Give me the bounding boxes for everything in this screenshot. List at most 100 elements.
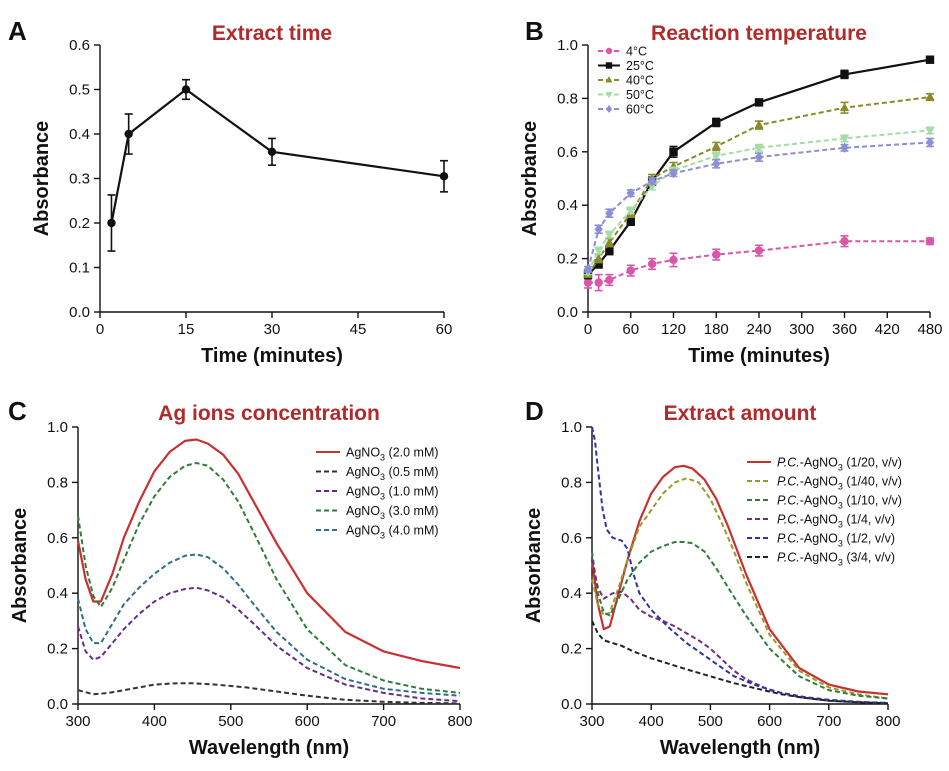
series-line xyxy=(591,541,889,700)
data-point xyxy=(605,208,614,219)
y-tick-label: 0.0 xyxy=(561,696,582,713)
data-point xyxy=(605,47,613,55)
x-tick-label: 0 xyxy=(96,321,104,338)
data-point xyxy=(594,259,603,269)
panel-letter: A xyxy=(8,16,27,46)
data-point xyxy=(626,188,635,199)
data-point xyxy=(267,147,277,156)
series-line xyxy=(110,88,445,224)
legend-label: 25°C xyxy=(626,59,654,73)
x-tick-label: 500 xyxy=(698,713,723,730)
series-2 xyxy=(77,682,461,705)
y-axis-label: Absorbance xyxy=(9,508,31,624)
legend-label: AgNO3 (4.0 mM) xyxy=(346,524,439,541)
x-tick-label: 120 xyxy=(661,321,686,338)
legend-entry: P.C.-AgNO3 (3/4, v/v) xyxy=(747,551,895,568)
data-point xyxy=(583,264,593,275)
legend-label: P.C.-AgNO3 (1/20, v/v) xyxy=(777,456,902,473)
x-tick-label: 300 xyxy=(579,713,604,730)
x-tick-label: 0 xyxy=(584,321,592,338)
y-tick-label: 0.4 xyxy=(47,585,68,602)
series-line xyxy=(590,464,889,696)
y-tick-label: 0.4 xyxy=(69,126,90,143)
panel-c: C Ag ions concentration 300 400 500 600 700 800… xyxy=(8,396,473,759)
chart-title: Ag ions concentration xyxy=(158,402,380,425)
y-tick-label: 0.8 xyxy=(557,90,578,107)
data-point xyxy=(712,158,721,169)
x-tick-label: 800 xyxy=(875,713,900,730)
data-point xyxy=(626,207,636,216)
data-point xyxy=(839,102,850,112)
data-point xyxy=(604,231,614,240)
data-point xyxy=(840,70,849,79)
x-tick-label: 180 xyxy=(704,321,729,338)
legend-label: P.C.-AgNO3 (1/4, v/v) xyxy=(777,513,895,530)
data-point xyxy=(594,224,603,235)
data-point xyxy=(594,247,604,256)
x-tick-label: 45 xyxy=(350,321,367,338)
series-2 xyxy=(591,477,889,700)
series-5 xyxy=(583,137,935,275)
chart-title: Extract amount xyxy=(664,402,817,425)
data-point xyxy=(626,217,635,226)
series-line xyxy=(588,240,930,284)
data-point xyxy=(647,176,657,187)
series-line xyxy=(77,553,461,697)
data-point xyxy=(712,250,721,259)
x-tick-label: 400 xyxy=(142,713,167,730)
legend-label: AgNO3 (3.0 mM) xyxy=(346,504,439,521)
x-axis-label: Time (minutes) xyxy=(688,345,830,367)
legend-entry: AgNO3 (3.0 mM) xyxy=(316,504,439,521)
y-axis-label: Absorbance xyxy=(519,121,541,237)
x-tick-label: 700 xyxy=(371,713,396,730)
legend-entry: P.C.-AgNO3 (1/40, v/v) xyxy=(747,475,902,492)
series-line xyxy=(77,462,461,694)
x-tick-label: 500 xyxy=(218,713,243,730)
data-point xyxy=(754,120,764,129)
series-2 xyxy=(583,55,935,280)
data-point xyxy=(605,76,613,83)
legend-entry: AgNO3 (2.0 mM) xyxy=(316,446,439,463)
y-tick-label: 1.0 xyxy=(47,419,68,436)
series-line xyxy=(77,586,461,703)
data-point xyxy=(439,172,449,181)
legend-label: P.C.-AgNO3 (1/10, v/v) xyxy=(777,494,902,511)
series-1 xyxy=(583,235,935,292)
series-line xyxy=(591,620,889,705)
data-point xyxy=(594,278,603,287)
legend-label: AgNO3 (1.0 mM) xyxy=(346,485,439,502)
legend-label: 40°C xyxy=(626,74,654,88)
x-tick-label: 30 xyxy=(264,321,281,338)
x-axis-label: Time (minutes) xyxy=(201,345,343,367)
x-tick-label: 800 xyxy=(447,713,472,730)
data-point xyxy=(626,266,635,275)
panel-b: B Reaction temperature 0 60 120 180 240 300 360 4… xyxy=(519,16,943,367)
legend: 4°C25°C40°C50°C60°C xyxy=(598,45,654,117)
series-line xyxy=(591,477,889,700)
legend-label: AgNO3 (0.5 mM) xyxy=(346,465,439,482)
data-point xyxy=(181,85,191,94)
y-tick-label: 0.2 xyxy=(561,641,582,658)
data-point xyxy=(594,253,604,262)
legend: AgNO3 (2.0 mM) AgNO3 (0.5 mM) AgNO3 (1.0 m… xyxy=(316,446,439,541)
y-tick-label: 0.0 xyxy=(47,696,68,713)
legend-entry: AgNO3 (1.0 mM) xyxy=(316,485,439,502)
data-point xyxy=(605,62,613,69)
data-point xyxy=(839,135,850,144)
legend: P.C.-AgNO3 (1/20, v/v) P.C.-AgNO3 (1/40, … xyxy=(747,456,902,568)
y-tick-label: 1.0 xyxy=(557,37,578,54)
series-1 xyxy=(107,78,449,252)
legend-entry: 25°C xyxy=(598,59,654,73)
x-tick-label: 600 xyxy=(295,713,320,730)
legend-label: P.C.-AgNO3 (3/4, v/v) xyxy=(777,551,895,568)
legend-entry: P.C.-AgNO3 (1/2, v/v) xyxy=(747,532,895,549)
series-line xyxy=(76,438,461,670)
data-point xyxy=(925,55,935,64)
y-tick-label: 0.4 xyxy=(561,585,582,602)
y-tick-label: 0.8 xyxy=(561,474,582,491)
data-point xyxy=(647,183,657,192)
data-point xyxy=(669,147,678,156)
chart-title: Extract time xyxy=(212,22,332,45)
data-point xyxy=(107,218,116,228)
legend-entry: 60°C xyxy=(598,103,654,117)
